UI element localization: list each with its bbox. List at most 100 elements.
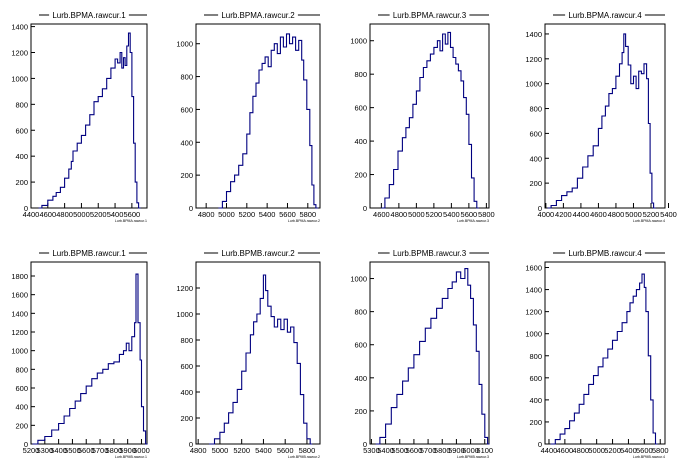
x-tick-label: 4600: [590, 210, 607, 219]
x-tick-label: 5400: [50, 446, 67, 455]
y-tick-label: 400: [180, 138, 193, 147]
y-tick-label: 600: [354, 104, 367, 113]
y-tick-label: 600: [529, 374, 542, 383]
x-axis-label: Lurb.BPMB.rawcur.1: [115, 455, 147, 459]
x-tick-label: 5800: [106, 446, 123, 455]
x-tick-label: 5200: [23, 446, 40, 455]
y-tick-label: 600: [15, 384, 28, 393]
y-tick-label: 800: [15, 365, 28, 374]
histogram-panel: Lurb.BPMB.rawcur.2 0 200 400 600 800 1000 1200 4…: [176, 249, 321, 459]
y-tick-label: 800: [180, 73, 193, 82]
x-tick-label: 4800: [608, 210, 625, 219]
y-tick-label: 0: [538, 204, 542, 213]
x-tick-label: 4200: [555, 210, 572, 219]
x-tick-label: 5400: [255, 446, 272, 455]
y-tick-label: 0: [538, 440, 542, 449]
y-tick-label: 0: [363, 440, 367, 449]
x-tick-label: 5200: [233, 446, 250, 455]
histogram-line: [547, 33, 656, 209]
x-tick-label: 5200: [643, 210, 660, 219]
histogram-line: [381, 31, 479, 209]
y-tick-label: 200: [15, 421, 28, 430]
y-tick-label: 1000: [176, 40, 193, 49]
y-tick-label: 400: [15, 403, 28, 412]
plot-frame: [544, 261, 666, 445]
x-tick-label: 6100: [476, 446, 493, 455]
panel-title: Lurb.BPMB.rawcur.2: [221, 249, 295, 258]
y-tick-label: 1000: [350, 37, 367, 46]
x-axis-label: Lurb.BPMA.rawcur.2: [288, 219, 320, 223]
x-tick-label: 5800: [299, 210, 316, 219]
x-axis-label: Lurb.BPMA.rawcur.4: [633, 219, 665, 223]
plot-frame: [544, 23, 666, 209]
plot-frame: [369, 23, 490, 209]
x-tick-label: 5600: [636, 446, 653, 455]
x-tick-label: 4400: [541, 446, 558, 455]
y-tick-label: 800: [529, 352, 542, 361]
x-tick-label: 5800: [434, 446, 451, 455]
x-tick-label: 5600: [277, 446, 294, 455]
x-tick-label: 5000: [408, 210, 425, 219]
plot-frame: [195, 261, 321, 445]
x-tick-label: 4400: [573, 210, 590, 219]
histogram-line: [32, 273, 148, 445]
x-tick-label: 5000: [212, 446, 229, 455]
y-tick-label: 400: [15, 152, 28, 161]
panel-title: Lurb.BPMB.rawcur.4: [568, 249, 642, 258]
histogram-panel: Lurb.BPMA.rawcur.4 0 200 400 600 800 1000 1200 1…: [525, 11, 677, 223]
y-tick-label: 200: [529, 179, 542, 188]
y-tick-label: 800: [180, 336, 193, 345]
x-tick-label: 5600: [279, 210, 296, 219]
y-tick-label: 200: [15, 178, 28, 187]
x-tick-label: 5800: [478, 210, 495, 219]
x-tick-label: 5800: [652, 446, 669, 455]
y-tick-label: 600: [15, 126, 28, 135]
x-tick-label: 5500: [64, 446, 81, 455]
y-tick-label: 600: [529, 129, 542, 138]
panel-title: Lurb.BPMA.rawcur.1: [52, 11, 126, 20]
histogram-line: [218, 33, 318, 209]
y-tick-label: 400: [354, 374, 367, 383]
histogram-line: [375, 268, 490, 445]
y-tick-label: 200: [354, 407, 367, 416]
y-tick-label: 1000: [525, 330, 542, 339]
y-tick-label: 1400: [11, 23, 28, 32]
y-tick-label: 200: [180, 171, 193, 180]
y-tick-label: 1400: [11, 309, 28, 318]
y-tick-label: 0: [189, 204, 193, 213]
x-tick-label: 5600: [78, 446, 95, 455]
panel-title: Lurb.BPMA.rawcur.3: [393, 11, 467, 20]
y-tick-label: 1200: [11, 328, 28, 337]
x-tick-label: 4600: [39, 210, 56, 219]
histogram-panel: Lurb.BPMB.rawcur.4 0 200 400 600 800 1000 1200 1…: [525, 249, 668, 459]
x-tick-label: 5200: [238, 210, 255, 219]
y-tick-label: 800: [15, 100, 28, 109]
plot-frame: [30, 261, 148, 445]
y-tick-label: 1000: [350, 275, 367, 284]
plot-frame: [369, 261, 490, 445]
x-tick-label: 5300: [363, 446, 380, 455]
x-tick-label: 5000: [625, 210, 642, 219]
y-tick-label: 1000: [11, 74, 28, 83]
x-tick-label: 6000: [462, 446, 479, 455]
y-tick-label: 1000: [11, 347, 28, 356]
histogram-panel: Lurb.BPMB.rawcur.30200400600800100053005…: [350, 249, 493, 459]
x-tick-label: 5300: [36, 446, 53, 455]
x-axis-label: Lurb.BPMB.rawcur.2: [288, 455, 320, 459]
y-tick-label: 1600: [11, 291, 28, 300]
x-tick-label: 5400: [259, 210, 276, 219]
x-tick-label: 5700: [420, 446, 437, 455]
x-tick-label: 5600: [124, 210, 141, 219]
y-tick-label: 1200: [176, 284, 193, 293]
panel-title: Lurb.BPMA.rawcur.2: [221, 11, 295, 20]
y-tick-label: 1000: [525, 80, 542, 89]
y-tick-label: 0: [189, 440, 193, 449]
x-tick-label: 5200: [426, 210, 443, 219]
histogram-panel: Lurb.BPMB.rawcur.1 0 200 400 600 800 1000 1200 1…: [11, 249, 150, 459]
plot-frame: [195, 23, 321, 209]
x-tick-label: 5200: [604, 446, 621, 455]
y-tick-label: 0: [24, 204, 28, 213]
x-tick-label: 5700: [92, 446, 109, 455]
